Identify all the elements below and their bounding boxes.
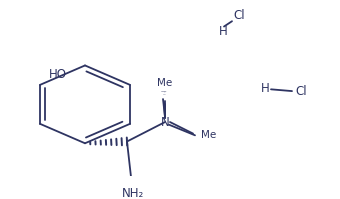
Text: —: — xyxy=(164,92,166,93)
Text: —: — xyxy=(164,92,166,93)
Text: —: — xyxy=(163,93,165,97)
Text: N: N xyxy=(160,116,169,129)
Text: Me: Me xyxy=(201,130,216,140)
Text: —: — xyxy=(160,90,166,95)
Text: NH₂: NH₂ xyxy=(122,187,144,199)
Text: HO: HO xyxy=(49,68,67,81)
Text: H: H xyxy=(261,82,269,95)
Text: H: H xyxy=(219,25,227,38)
Text: Cl: Cl xyxy=(233,9,244,22)
Text: Me: Me xyxy=(157,78,173,88)
Text: Cl: Cl xyxy=(295,86,307,99)
